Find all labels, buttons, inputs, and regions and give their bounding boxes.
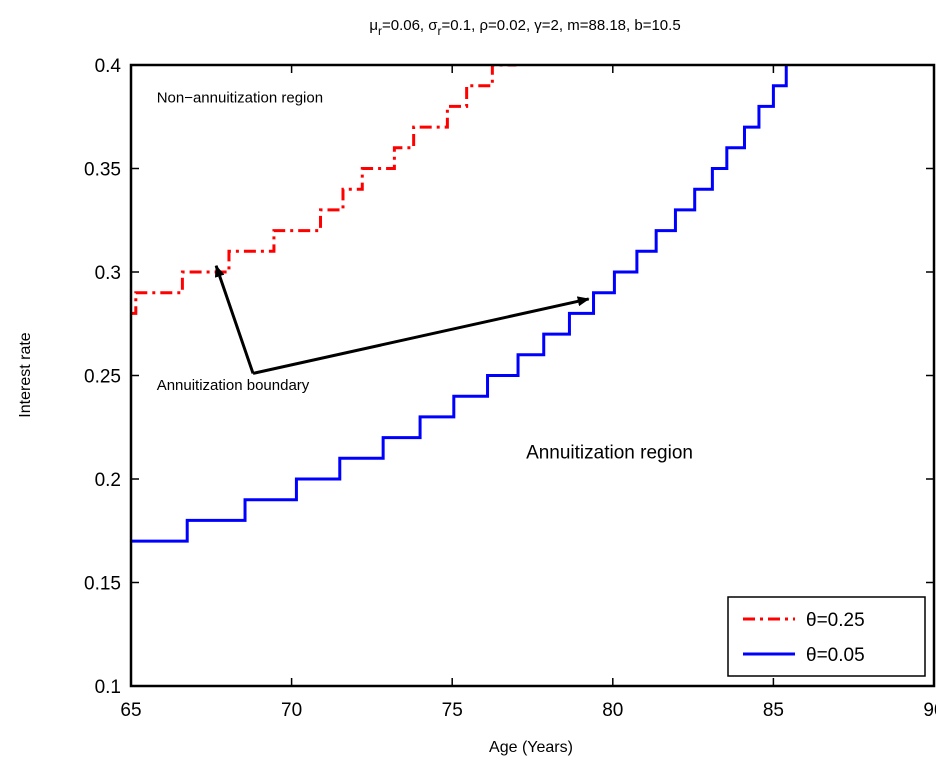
x-tick-label: 90 [923, 700, 936, 721]
x-ticks: 65 70 75 80 85 90 [120, 65, 936, 721]
annotation-text: Non−annuitization region [157, 89, 323, 106]
x-tick-label: 80 [602, 700, 623, 721]
x-tick-label: 65 [120, 700, 141, 721]
title-mu: μ [369, 17, 378, 34]
y-ticks: 0.1 0.15 0.2 0.25 0.3 0.35 0.4 [84, 56, 934, 698]
y-tick-label: 0.3 [95, 263, 121, 284]
x-tick-label: 70 [281, 700, 302, 721]
annotation-text: Annuitization boundary [157, 377, 310, 394]
annotation-text: Annuitization region [526, 442, 693, 463]
title-mu-sub: r [378, 24, 382, 38]
chart-title: μr=0.06, σr=0.1, ρ=0.02, γ=2, m=88.18, b… [369, 17, 680, 38]
title-sigma: σ [428, 17, 438, 34]
legend: θ=0.25 θ=0.05 [727, 596, 926, 677]
y-tick-label: 0.25 [84, 367, 121, 388]
legend-box [727, 596, 926, 677]
series-line-0 [131, 65, 517, 315]
x-tick-label: 85 [763, 700, 784, 721]
annotation-arrow [252, 296, 590, 375]
x-axis-label: Age (Years) [489, 739, 573, 756]
legend-entry-theta-005: θ=0.05 [806, 645, 865, 666]
series-layer [131, 65, 788, 543]
y-tick-label: 0.1 [95, 677, 121, 698]
y-tick-label: 0.15 [84, 574, 121, 595]
plot-frame [129, 63, 936, 688]
y-tick-label: 0.4 [95, 56, 122, 77]
arrow-layer [214, 264, 590, 375]
annotation-layer: Non−annuitization region Annuitization bo… [157, 89, 693, 463]
y-axis-label: Interest rate [17, 332, 34, 417]
title-sigma-sub: r [438, 24, 442, 38]
title-sigma-val: =0.1, ρ=0.02, γ=2, m=88.18, b=10.5 [442, 17, 681, 34]
y-tick-label: 0.2 [95, 470, 121, 491]
legend-entry-theta-025: θ=0.25 [806, 610, 865, 631]
y-tick-label: 0.35 [84, 160, 121, 181]
series-line-1 [131, 65, 788, 543]
title-mu-val: =0.06, [382, 17, 428, 34]
annotation-arrow [214, 264, 255, 374]
x-tick-label: 75 [442, 700, 463, 721]
